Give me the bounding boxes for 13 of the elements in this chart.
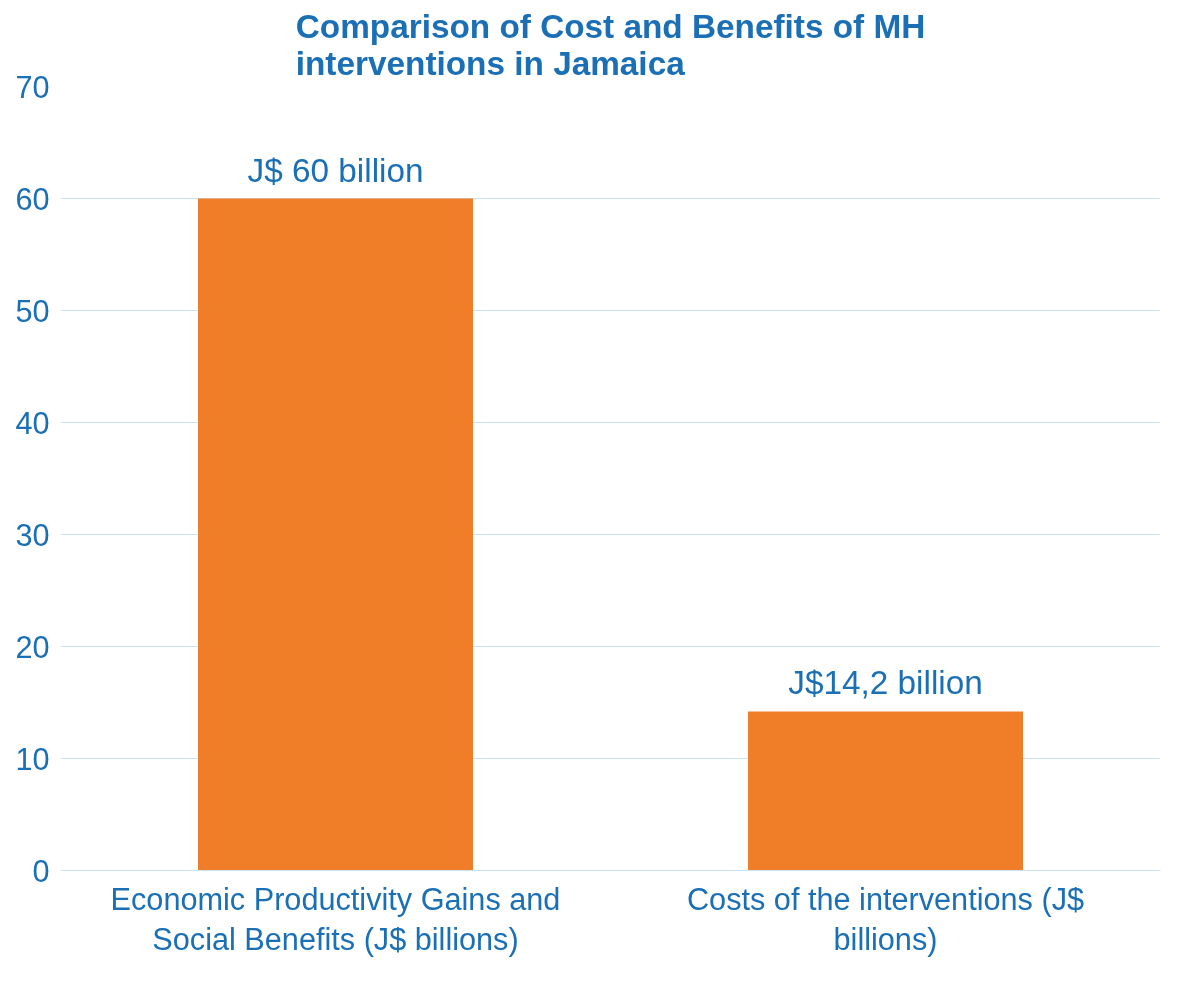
y-tick-label: 60: [15, 181, 50, 216]
x-tick-label: Costs of the interventions (J$ billions): [686, 881, 1085, 958]
y-tick-label: 10: [15, 741, 50, 776]
chart-title: Comparison of Cost and Benefits of MH interventions in Jamaica: [295, 7, 926, 82]
y-tick-label: 50: [15, 293, 50, 328]
y-tick-label: 30: [15, 517, 50, 552]
y-tick-label: 40: [15, 405, 50, 440]
x-tick-label: Economic Productivity Gains and Social Benefits (J$ billions): [110, 881, 561, 958]
y-tick-label: 0: [32, 853, 50, 888]
y-tick-label: 20: [15, 629, 50, 664]
data-label: J$ 60 billion: [247, 151, 424, 189]
y-tick-label: 70: [15, 69, 50, 104]
data-label: J$14,2 billion: [788, 664, 983, 702]
